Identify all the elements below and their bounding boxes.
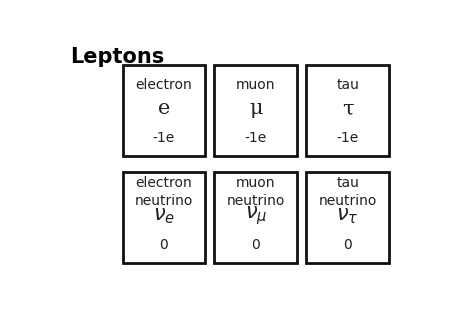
FancyBboxPatch shape (214, 172, 297, 263)
Text: $\nu_\tau$: $\nu_\tau$ (337, 206, 359, 226)
Text: tau: tau (336, 78, 359, 92)
FancyBboxPatch shape (123, 65, 205, 156)
Text: electron: electron (136, 78, 192, 92)
FancyBboxPatch shape (123, 172, 205, 263)
Text: tau
neutrino: tau neutrino (319, 176, 377, 208)
Text: τ: τ (342, 99, 354, 118)
Text: electron
neutrino: electron neutrino (135, 176, 193, 208)
Text: e: e (158, 99, 170, 118)
Text: 0: 0 (343, 238, 352, 252)
Text: μ: μ (249, 99, 263, 118)
Text: 0: 0 (160, 238, 168, 252)
Text: -1e: -1e (153, 131, 175, 145)
FancyBboxPatch shape (214, 65, 297, 156)
FancyBboxPatch shape (306, 172, 389, 263)
Text: Leptons: Leptons (70, 47, 164, 67)
Text: -1e: -1e (245, 131, 267, 145)
Text: muon
neutrino: muon neutrino (227, 176, 285, 208)
Text: $\nu_e$: $\nu_e$ (153, 206, 175, 226)
Text: -1e: -1e (337, 131, 359, 145)
Text: 0: 0 (251, 238, 260, 252)
Text: $\nu_\mu$: $\nu_\mu$ (245, 204, 267, 227)
Text: muon: muon (236, 78, 275, 92)
FancyBboxPatch shape (306, 65, 389, 156)
